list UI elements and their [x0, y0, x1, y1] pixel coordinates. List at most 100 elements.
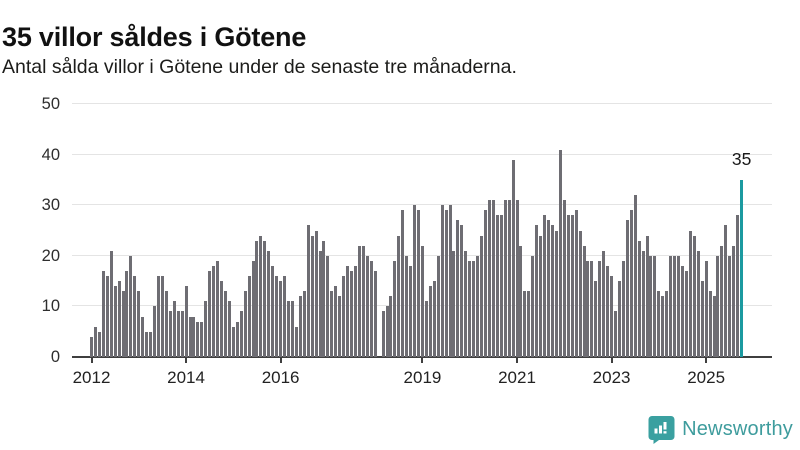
bar [515, 200, 519, 357]
bar [681, 265, 684, 357]
bar [208, 270, 212, 357]
bar [350, 270, 354, 357]
bar [125, 270, 129, 357]
bar [712, 296, 716, 357]
bar [716, 255, 720, 357]
bar [283, 276, 287, 357]
bar [570, 215, 574, 357]
bar [231, 326, 235, 357]
bar [653, 255, 657, 357]
bar [732, 245, 736, 357]
bar [216, 260, 220, 357]
bar [724, 225, 728, 357]
bar [657, 291, 661, 357]
newsworthy-brand-text: Newsworthy [682, 418, 793, 440]
bar [543, 215, 547, 357]
bar [432, 281, 436, 357]
bar [444, 210, 448, 357]
bar [101, 270, 105, 357]
bar [263, 240, 267, 357]
x-tick-label: 2019 [403, 368, 442, 387]
bar [440, 205, 444, 357]
bar [574, 210, 578, 357]
bar [361, 245, 365, 357]
bar [499, 215, 503, 357]
x-tick-label: 2012 [72, 368, 111, 387]
bar [192, 316, 196, 357]
bar [93, 326, 97, 357]
bar [736, 215, 740, 357]
bar [519, 245, 523, 357]
bar [184, 286, 188, 357]
bar [448, 205, 452, 357]
x-tick [516, 357, 519, 363]
value-annotation: 35 [731, 148, 752, 169]
bar [665, 291, 669, 357]
bar [251, 260, 255, 357]
bar [456, 220, 460, 357]
bar [700, 281, 704, 357]
bar [661, 296, 665, 357]
bar [373, 270, 377, 357]
bar [594, 281, 598, 357]
bar [176, 311, 180, 357]
bar [507, 200, 511, 357]
bar [550, 225, 554, 357]
bar [720, 245, 724, 357]
bar [385, 306, 389, 357]
gridline [72, 204, 772, 206]
bar [728, 255, 732, 357]
bar [704, 260, 708, 357]
bar [606, 265, 610, 357]
bar [247, 276, 251, 357]
bar [306, 225, 310, 357]
bar [484, 210, 487, 357]
bar [279, 281, 283, 357]
bar [153, 306, 157, 357]
bar [417, 210, 421, 357]
bar [641, 250, 645, 357]
bar [480, 235, 484, 357]
bar [314, 230, 318, 357]
bar [357, 245, 361, 357]
bar [133, 276, 137, 357]
bar [145, 331, 149, 357]
bar [271, 265, 275, 357]
gridline [72, 153, 772, 155]
newsworthy-logo: Newsworthy [648, 415, 793, 444]
bar [259, 235, 263, 357]
bar [255, 240, 259, 357]
bar [633, 195, 637, 357]
bar [460, 225, 464, 357]
bar [539, 235, 543, 357]
bar [476, 255, 480, 357]
bar [172, 301, 176, 357]
bar [141, 316, 145, 357]
bar [223, 291, 227, 357]
bar [196, 321, 200, 357]
x-tick [705, 357, 708, 363]
bar [188, 316, 192, 357]
bar [649, 255, 653, 357]
bar [298, 296, 302, 357]
bar-chart-speech-bubble-icon [648, 416, 675, 444]
y-axis-label: 20 [41, 246, 60, 265]
bar [684, 270, 688, 357]
gridline [72, 103, 772, 104]
bar [353, 265, 357, 357]
bar [535, 225, 539, 357]
x-tick-label: 2014 [167, 368, 205, 387]
x-tick [90, 357, 93, 363]
bar [464, 250, 468, 357]
bar [468, 260, 472, 357]
bar [326, 255, 330, 357]
bar [495, 215, 499, 357]
y-axis-label: 50 [41, 95, 60, 113]
bar [97, 331, 101, 357]
bar [121, 291, 125, 357]
bar [669, 255, 673, 357]
bar [365, 255, 369, 357]
bar [290, 301, 294, 357]
bar [472, 260, 476, 357]
